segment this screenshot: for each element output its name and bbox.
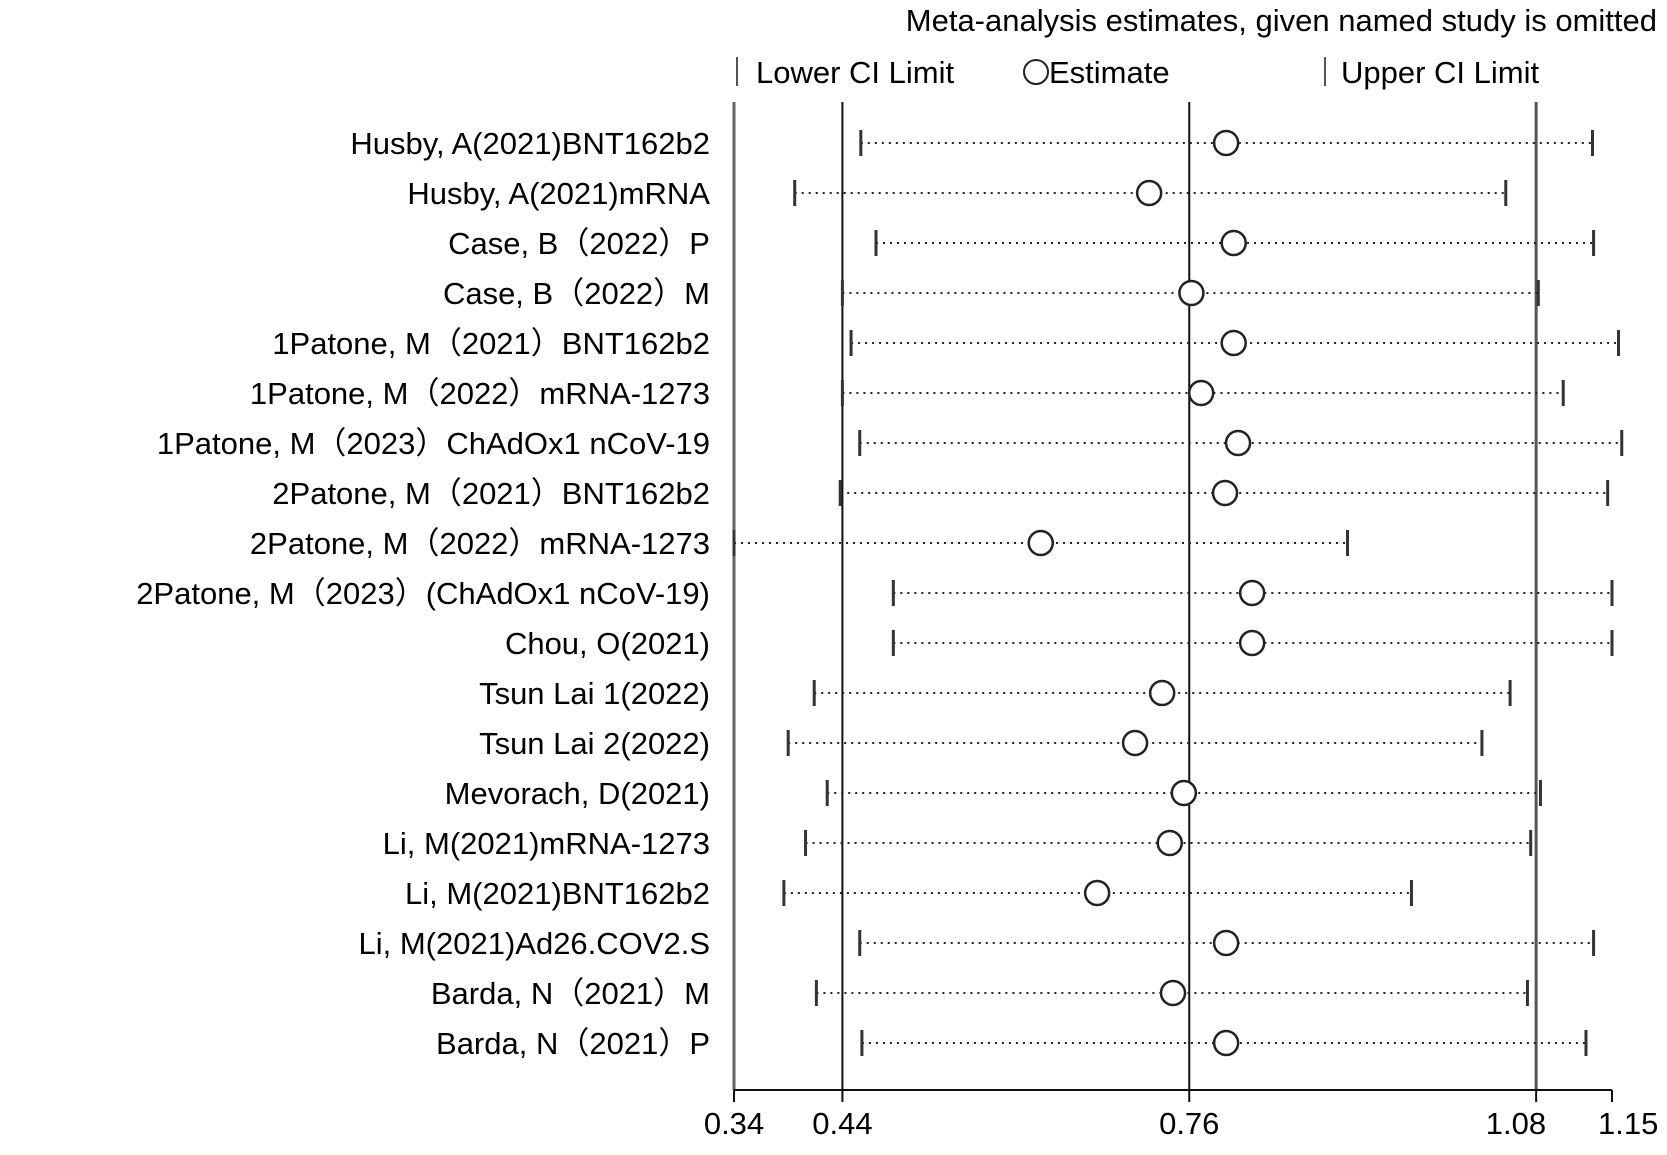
study-label: Husby, A(2021)BNT162b2 bbox=[350, 126, 710, 161]
study-row: Tsun Lai 1(2022) bbox=[479, 676, 1512, 711]
legend-estimate-label: Estimate bbox=[1049, 55, 1170, 90]
study-label: Case, B（2022）P bbox=[448, 226, 710, 261]
study-label: 1Patone, M（2022）mRNA-1273 bbox=[250, 376, 710, 411]
study-row: Barda, N（2021）P bbox=[436, 1026, 1588, 1061]
estimate-point bbox=[1135, 179, 1163, 207]
estimate-point bbox=[1170, 779, 1198, 807]
study-label: 1Patone, M（2021）BNT162b2 bbox=[272, 326, 710, 361]
estimate-point bbox=[1220, 229, 1247, 257]
estimate-point bbox=[1156, 829, 1183, 857]
study-row: 2Patone, M（2022）mRNA-1273 bbox=[250, 526, 1350, 561]
x-tick-label: 1.08 bbox=[1486, 1106, 1546, 1141]
estimate-point bbox=[1148, 679, 1176, 707]
estimate-point bbox=[1187, 379, 1215, 407]
estimate-point bbox=[1212, 929, 1240, 957]
x-tick-label: 0.76 bbox=[1159, 1106, 1219, 1141]
estimate-point bbox=[1224, 429, 1252, 457]
study-rows: Husby, A(2021)BNT162b2 Husby, A(2021)mRNA… bbox=[136, 126, 1624, 1061]
estimate-point bbox=[1220, 329, 1247, 357]
study-label: Li, M(2021)Ad26.COV2.S bbox=[358, 926, 710, 961]
estimate-point bbox=[1238, 579, 1266, 607]
estimate-point bbox=[1212, 129, 1240, 157]
study-label: Barda, N（2021）P bbox=[436, 1026, 710, 1061]
study-label: 2Patone, M（2022）mRNA-1273 bbox=[250, 526, 710, 561]
study-label: 2Patone, M（2023）(ChAdOx1 nCoV-19) bbox=[136, 576, 710, 611]
estimate-point bbox=[1178, 279, 1205, 307]
estimate-point bbox=[1238, 629, 1266, 657]
chart-title: Meta-analysis estimates, given named stu… bbox=[906, 3, 1657, 38]
study-row: Case, B（2022）P bbox=[448, 226, 1596, 261]
x-tick-label: 0.44 bbox=[812, 1106, 872, 1141]
study-row: 1Patone, M（2022）mRNA-1273 bbox=[250, 376, 1565, 411]
study-row: Li, M(2021)mRNA-1273 bbox=[383, 826, 1533, 861]
study-label: Li, M(2021)BNT162b2 bbox=[405, 876, 710, 911]
study-row: 1Patone, M（2023）ChAdOx1 nCoV-19 bbox=[157, 426, 1624, 461]
study-label: Husby, A(2021)mRNA bbox=[407, 176, 710, 211]
study-row: 2Patone, M（2021）BNT162b2 bbox=[272, 476, 1610, 511]
study-label: Tsun Lai 1(2022) bbox=[479, 676, 710, 711]
x-tick-label: 0.34 bbox=[704, 1106, 764, 1141]
study-row: Husby, A(2021)BNT162b2 bbox=[350, 126, 1594, 161]
study-label: Case, B（2022）M bbox=[443, 276, 710, 311]
estimate-point bbox=[1211, 479, 1239, 507]
study-label: Barda, N（2021）M bbox=[431, 976, 710, 1011]
legend: Lower CI Limit Estimate Upper CI Limit bbox=[736, 55, 1539, 90]
estimate-point bbox=[1159, 979, 1187, 1007]
study-label: Li, M(2021)mRNA-1273 bbox=[383, 826, 710, 861]
x-axis: 0.34 0.44 0.76 1.08 1.15 bbox=[704, 1089, 1658, 1141]
study-row: Chou, O(2021) bbox=[505, 626, 1614, 661]
study-row: Tsun Lai 2(2022) bbox=[479, 726, 1484, 761]
estimate-point bbox=[1027, 529, 1055, 557]
estimate-point bbox=[1083, 879, 1111, 907]
study-row: Barda, N（2021）M bbox=[431, 976, 1529, 1011]
study-label: 1Patone, M（2023）ChAdOx1 nCoV-19 bbox=[157, 426, 710, 461]
legend-estimate-marker bbox=[1023, 59, 1049, 85]
study-row: Mevorach, D(2021) bbox=[445, 776, 1542, 811]
study-label: 2Patone, M（2021）BNT162b2 bbox=[272, 476, 710, 511]
reference-lines bbox=[732, 102, 1538, 1090]
estimate-point bbox=[1121, 729, 1149, 757]
legend-upper-label: Upper CI Limit bbox=[1341, 55, 1539, 90]
study-label: Tsun Lai 2(2022) bbox=[479, 726, 710, 761]
study-row: Li, M(2021)Ad26.COV2.S bbox=[358, 926, 1596, 961]
study-row: Husby, A(2021)mRNA bbox=[407, 176, 1508, 211]
study-row: 2Patone, M（2023）(ChAdOx1 nCoV-19) bbox=[136, 576, 1614, 611]
study-row: Case, B（2022）M bbox=[443, 276, 1540, 311]
study-row: 1Patone, M（2021）BNT162b2 bbox=[272, 326, 1621, 361]
study-label: Chou, O(2021) bbox=[505, 626, 710, 661]
legend-lower-label: Lower CI Limit bbox=[756, 55, 954, 90]
x-tick-label: 1.15 bbox=[1598, 1106, 1658, 1141]
study-row: Li, M(2021)BNT162b2 bbox=[405, 876, 1413, 911]
study-label: Mevorach, D(2021) bbox=[445, 776, 710, 811]
estimate-point bbox=[1212, 1029, 1240, 1057]
